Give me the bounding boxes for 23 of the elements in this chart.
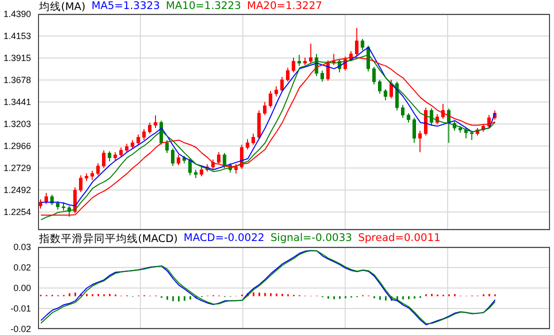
y-tick-label: 0.00 xyxy=(13,283,31,294)
y-tick-label: 1.2254 xyxy=(3,207,31,218)
y-tick-label: 0.02 xyxy=(13,262,31,273)
y-tick-label: 1.3441 xyxy=(3,97,31,108)
text: Spread=0.0011 xyxy=(358,232,441,246)
y-tick-label: 1.2729 xyxy=(3,163,31,174)
y-tick-label: 1.3203 xyxy=(3,119,31,130)
chart-title: 指数平滑异同平均线(MACD) xyxy=(39,232,178,246)
text: MA20=1.3227 xyxy=(247,0,322,14)
chart-title: 均线(MA) xyxy=(39,0,86,14)
text: MACD=-0.0022 xyxy=(184,232,264,246)
y-tick-label: 1.2966 xyxy=(3,141,31,152)
text: MA5=1.3323 xyxy=(91,0,160,14)
y-tick-label: 1.2492 xyxy=(3,185,31,196)
y-tick-label: -0.01 xyxy=(10,304,31,314)
y-tick-label: -0.02 xyxy=(10,324,31,334)
y-tick-label: 1.3678 xyxy=(3,75,31,86)
y-tick-label: 1.3915 xyxy=(3,53,31,64)
series-label: Signal=-0.0033 xyxy=(270,232,352,246)
y-tick-label: 1.4390 xyxy=(3,9,31,20)
text: MA10=1.3223 xyxy=(166,0,242,14)
y-tick-label: 0.03 xyxy=(13,242,31,252)
y-tick-label: 1.4153 xyxy=(3,31,31,42)
